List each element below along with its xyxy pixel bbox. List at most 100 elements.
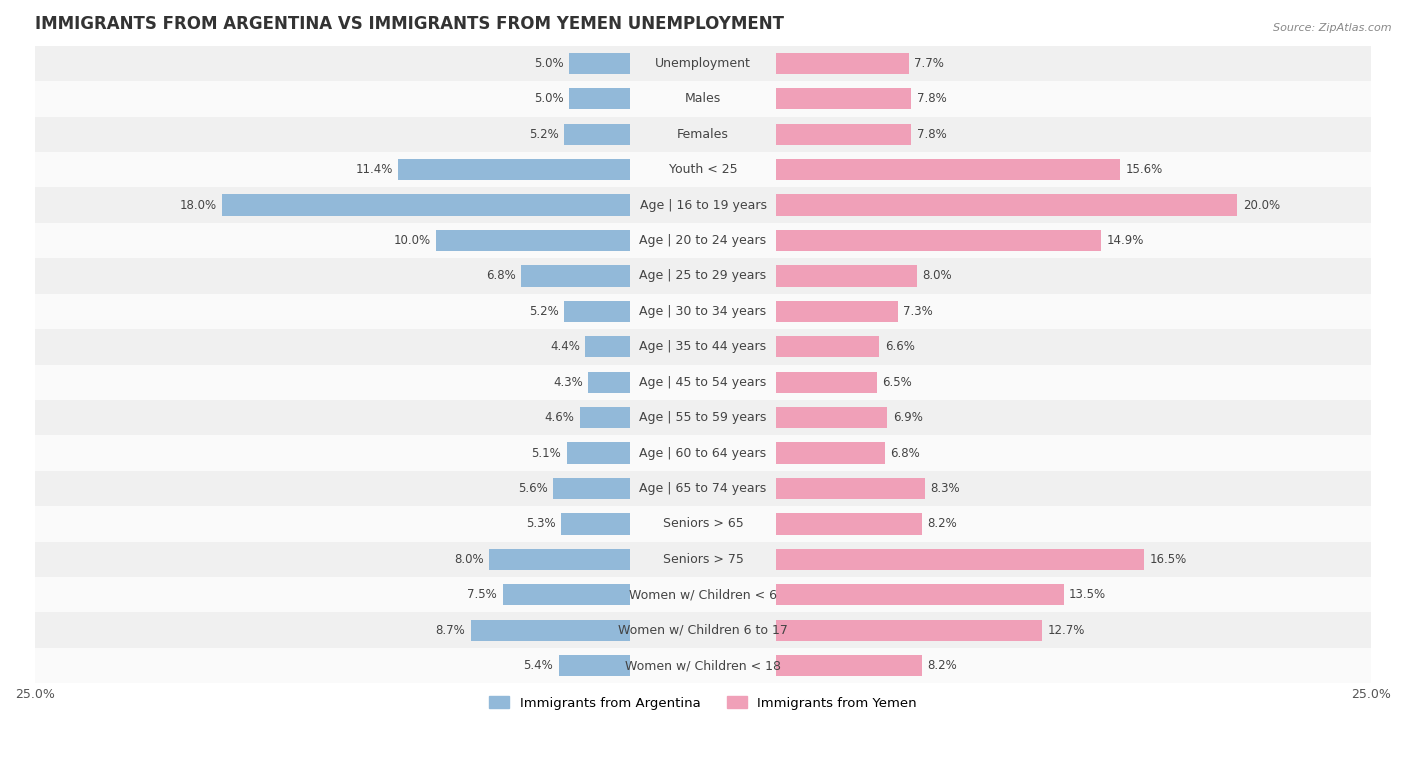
Text: 7.8%: 7.8%: [917, 128, 946, 141]
Bar: [703, 407, 887, 428]
Bar: [703, 123, 911, 145]
Bar: [630, 123, 776, 145]
Text: 14.9%: 14.9%: [1107, 234, 1144, 247]
Text: Seniors > 75: Seniors > 75: [662, 553, 744, 565]
Bar: [703, 584, 1064, 606]
Bar: [558, 655, 703, 676]
Bar: [630, 619, 776, 641]
Text: 8.2%: 8.2%: [928, 659, 957, 672]
Bar: [630, 159, 776, 180]
Text: 6.8%: 6.8%: [486, 269, 516, 282]
Bar: [630, 513, 776, 534]
Text: 5.3%: 5.3%: [526, 518, 555, 531]
Text: 5.4%: 5.4%: [523, 659, 554, 672]
Bar: [630, 53, 776, 74]
Text: 16.5%: 16.5%: [1149, 553, 1187, 565]
Bar: [630, 549, 776, 570]
Text: 5.0%: 5.0%: [534, 92, 564, 105]
Text: 6.5%: 6.5%: [882, 375, 911, 388]
Bar: [703, 372, 877, 393]
Text: 5.2%: 5.2%: [529, 128, 558, 141]
Bar: [35, 45, 1371, 81]
Bar: [222, 195, 703, 216]
Text: 10.0%: 10.0%: [394, 234, 430, 247]
Bar: [630, 407, 776, 428]
Bar: [703, 159, 1119, 180]
Text: Seniors > 65: Seniors > 65: [662, 518, 744, 531]
Text: 6.6%: 6.6%: [884, 341, 914, 354]
Text: 5.2%: 5.2%: [529, 305, 558, 318]
Bar: [703, 301, 898, 322]
Text: 4.3%: 4.3%: [553, 375, 582, 388]
Text: Women w/ Children 6 to 17: Women w/ Children 6 to 17: [619, 624, 787, 637]
Bar: [703, 336, 879, 357]
Bar: [35, 471, 1371, 506]
Bar: [630, 88, 776, 110]
Bar: [630, 301, 776, 322]
Text: Age | 16 to 19 years: Age | 16 to 19 years: [640, 198, 766, 212]
Text: 4.6%: 4.6%: [546, 411, 575, 424]
Bar: [569, 88, 703, 110]
Bar: [630, 478, 776, 499]
Bar: [703, 513, 922, 534]
Bar: [502, 584, 703, 606]
Bar: [630, 584, 776, 606]
Bar: [630, 442, 776, 464]
Bar: [35, 223, 1371, 258]
Bar: [35, 329, 1371, 365]
Bar: [35, 577, 1371, 612]
Bar: [703, 442, 884, 464]
Bar: [630, 372, 776, 393]
Text: 5.1%: 5.1%: [531, 447, 561, 459]
Bar: [398, 159, 703, 180]
Text: Males: Males: [685, 92, 721, 105]
Bar: [703, 549, 1144, 570]
Bar: [35, 81, 1371, 117]
Text: 4.4%: 4.4%: [550, 341, 581, 354]
Text: Age | 45 to 54 years: Age | 45 to 54 years: [640, 375, 766, 388]
Bar: [471, 619, 703, 641]
Text: 6.9%: 6.9%: [893, 411, 922, 424]
Bar: [703, 88, 911, 110]
Bar: [35, 506, 1371, 542]
Bar: [35, 400, 1371, 435]
Text: Youth < 25: Youth < 25: [669, 164, 737, 176]
Bar: [489, 549, 703, 570]
Bar: [703, 230, 1101, 251]
Bar: [554, 478, 703, 499]
Text: Unemployment: Unemployment: [655, 57, 751, 70]
Text: Source: ZipAtlas.com: Source: ZipAtlas.com: [1274, 23, 1392, 33]
Text: Age | 30 to 34 years: Age | 30 to 34 years: [640, 305, 766, 318]
Bar: [522, 265, 703, 287]
Bar: [35, 294, 1371, 329]
Bar: [564, 301, 703, 322]
Text: 13.5%: 13.5%: [1069, 588, 1107, 601]
Text: 7.7%: 7.7%: [914, 57, 943, 70]
Text: 8.0%: 8.0%: [454, 553, 484, 565]
Bar: [564, 123, 703, 145]
Bar: [35, 542, 1371, 577]
Text: 8.3%: 8.3%: [931, 482, 960, 495]
Text: 15.6%: 15.6%: [1125, 164, 1163, 176]
Text: 8.2%: 8.2%: [928, 518, 957, 531]
Text: 5.6%: 5.6%: [519, 482, 548, 495]
Text: IMMIGRANTS FROM ARGENTINA VS IMMIGRANTS FROM YEMEN UNEMPLOYMENT: IMMIGRANTS FROM ARGENTINA VS IMMIGRANTS …: [35, 15, 785, 33]
Text: 6.8%: 6.8%: [890, 447, 920, 459]
Bar: [703, 619, 1042, 641]
Text: 8.7%: 8.7%: [436, 624, 465, 637]
Bar: [35, 152, 1371, 188]
Legend: Immigrants from Argentina, Immigrants from Yemen: Immigrants from Argentina, Immigrants fr…: [484, 691, 922, 715]
Bar: [35, 648, 1371, 684]
Text: 7.8%: 7.8%: [917, 92, 946, 105]
Bar: [630, 265, 776, 287]
Bar: [35, 365, 1371, 400]
Bar: [35, 188, 1371, 223]
Bar: [703, 478, 925, 499]
Text: 18.0%: 18.0%: [180, 198, 217, 212]
Text: 7.3%: 7.3%: [904, 305, 934, 318]
Text: Age | 35 to 44 years: Age | 35 to 44 years: [640, 341, 766, 354]
Text: 8.0%: 8.0%: [922, 269, 952, 282]
Bar: [703, 655, 922, 676]
Bar: [630, 336, 776, 357]
Bar: [581, 407, 703, 428]
